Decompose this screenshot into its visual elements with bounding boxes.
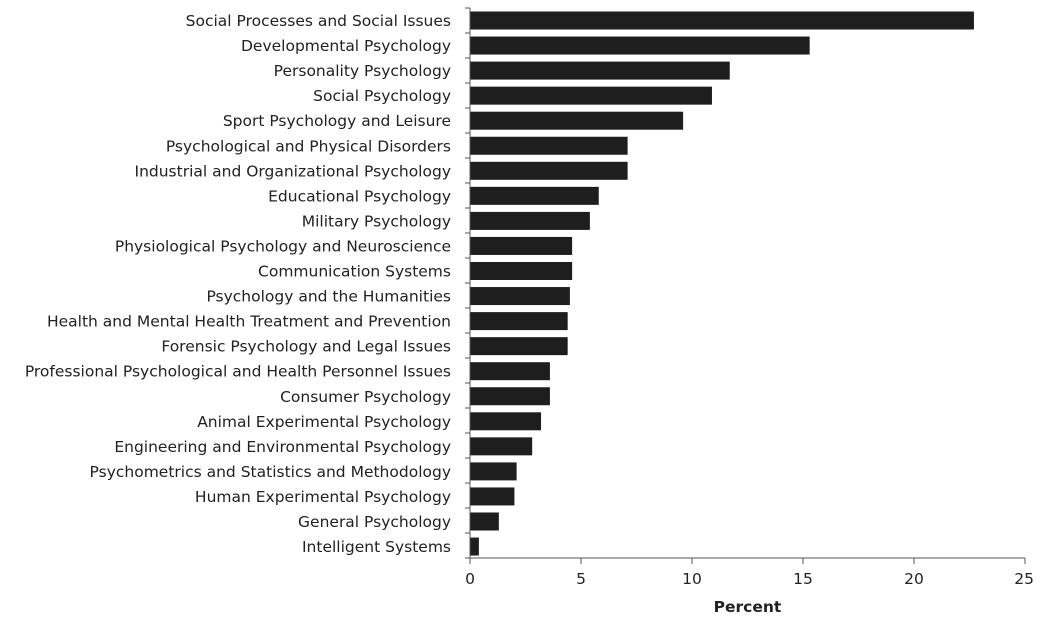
category-label: Personality Psychology [274,62,451,80]
axes-group: 0 5 10 15 20 25 [465,7,1034,588]
bar [470,337,568,356]
x-tick-label: 10 [682,570,702,588]
x-tick-label: 25 [1014,570,1034,588]
bar [470,462,517,481]
category-label: Human Experimental Psychology [195,488,451,506]
bar [470,211,590,230]
category-label: Animal Experimental Psychology [197,413,451,431]
category-label: General Psychology [298,513,451,531]
bar [470,186,599,205]
category-label: Consumer Psychology [280,388,451,406]
category-label: Psychological and Physical Disorders [166,137,451,155]
bar [470,36,810,55]
category-label: Military Psychology [302,212,451,230]
bar [470,287,570,306]
bar [470,537,479,556]
category-label: Professional Psychological and Health Pe… [25,363,451,381]
bar [470,236,573,255]
category-label: Psychology and the Humanities [206,288,451,306]
category-label: Engineering and Environmental Psychology [114,438,451,456]
x-tick-label: 5 [576,570,586,588]
category-label: Forensic Psychology and Legal Issues [161,338,451,356]
bar [470,512,499,531]
category-label: Industrial and Organizational Psychology [135,162,452,180]
category-label: Intelligent Systems [302,538,451,556]
x-tick-label: 20 [904,570,924,588]
bar [470,437,533,456]
x-tick-label: 15 [793,570,813,588]
category-label: Physiological Psychology and Neuroscienc… [115,237,451,255]
bars-group [470,11,974,556]
bar [470,11,974,30]
category-label: Educational Psychology [268,187,451,205]
bar [470,136,628,155]
bar [470,362,550,381]
bar [470,111,684,130]
category-label: Sport Psychology and Leisure [223,112,451,130]
category-labels-group: Social Processes and Social Issues Develo… [25,12,451,556]
category-label: Social Psychology [313,87,451,105]
bar [470,262,573,280]
bar [470,86,712,105]
bar [470,412,542,431]
bar [470,312,568,331]
bar [470,387,550,406]
category-label: Psychometrics and Statistics and Methodo… [90,463,451,481]
category-label: Developmental Psychology [241,37,451,55]
bar [470,487,515,506]
bar [470,61,730,80]
category-label: Health and Mental Health Treatment and P… [47,313,451,331]
category-label: Communication Systems [258,263,451,281]
category-label: Social Processes and Social Issues [186,12,451,30]
bar [470,161,628,180]
x-axis-title: Percent [714,598,782,616]
x-tick-label: 0 [465,570,475,588]
